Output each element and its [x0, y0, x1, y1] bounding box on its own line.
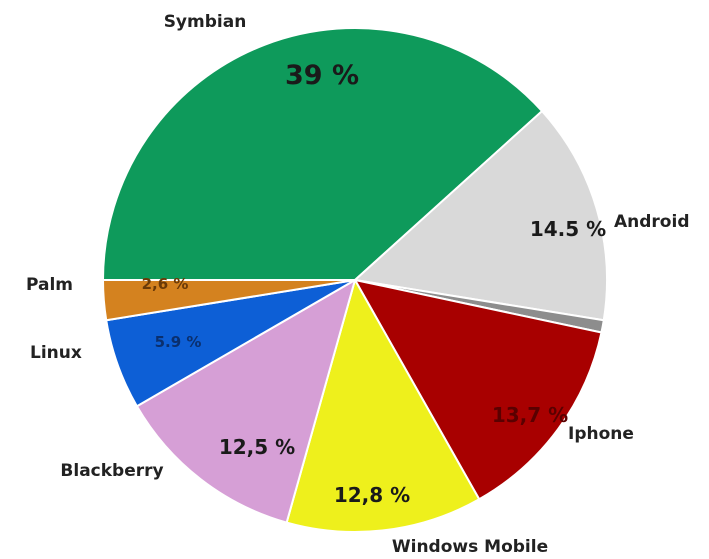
- pie-slice-windows-mobile: [285, 279, 481, 533]
- value-label-symbian: 39 %: [285, 60, 359, 91]
- pie-slice-iphone: [354, 279, 603, 501]
- value-label-blackberry: 12,5 %: [219, 435, 295, 459]
- value-label-windows-mobile: 12,8 %: [334, 483, 410, 507]
- category-label-windows-mobile: Windows Mobile: [392, 537, 548, 557]
- value-label-android: 14.5 %: [530, 217, 606, 241]
- pie-labels: Symbian 39 % Android 14.5 % Iphone 13,7 …: [26, 12, 690, 557]
- pie-slice-android: [354, 110, 608, 322]
- category-label-android: Android: [614, 212, 690, 232]
- category-label-symbian: Symbian: [164, 12, 247, 32]
- pie-slice-symbian: [102, 27, 544, 281]
- value-label-linux: 5.9 %: [155, 333, 202, 351]
- category-label-linux: Linux: [30, 343, 82, 363]
- value-label-palm: 2,6 %: [142, 275, 189, 293]
- pie-slice-palm: [102, 279, 356, 322]
- value-label-iphone: 13,7 %: [492, 403, 568, 427]
- pie-slice-blackberry: [135, 279, 356, 524]
- pie-slices: [102, 27, 608, 533]
- category-label-blackberry: Blackberry: [60, 461, 163, 481]
- category-label-iphone: Iphone: [568, 424, 634, 444]
- category-label-palm: Palm: [26, 275, 73, 295]
